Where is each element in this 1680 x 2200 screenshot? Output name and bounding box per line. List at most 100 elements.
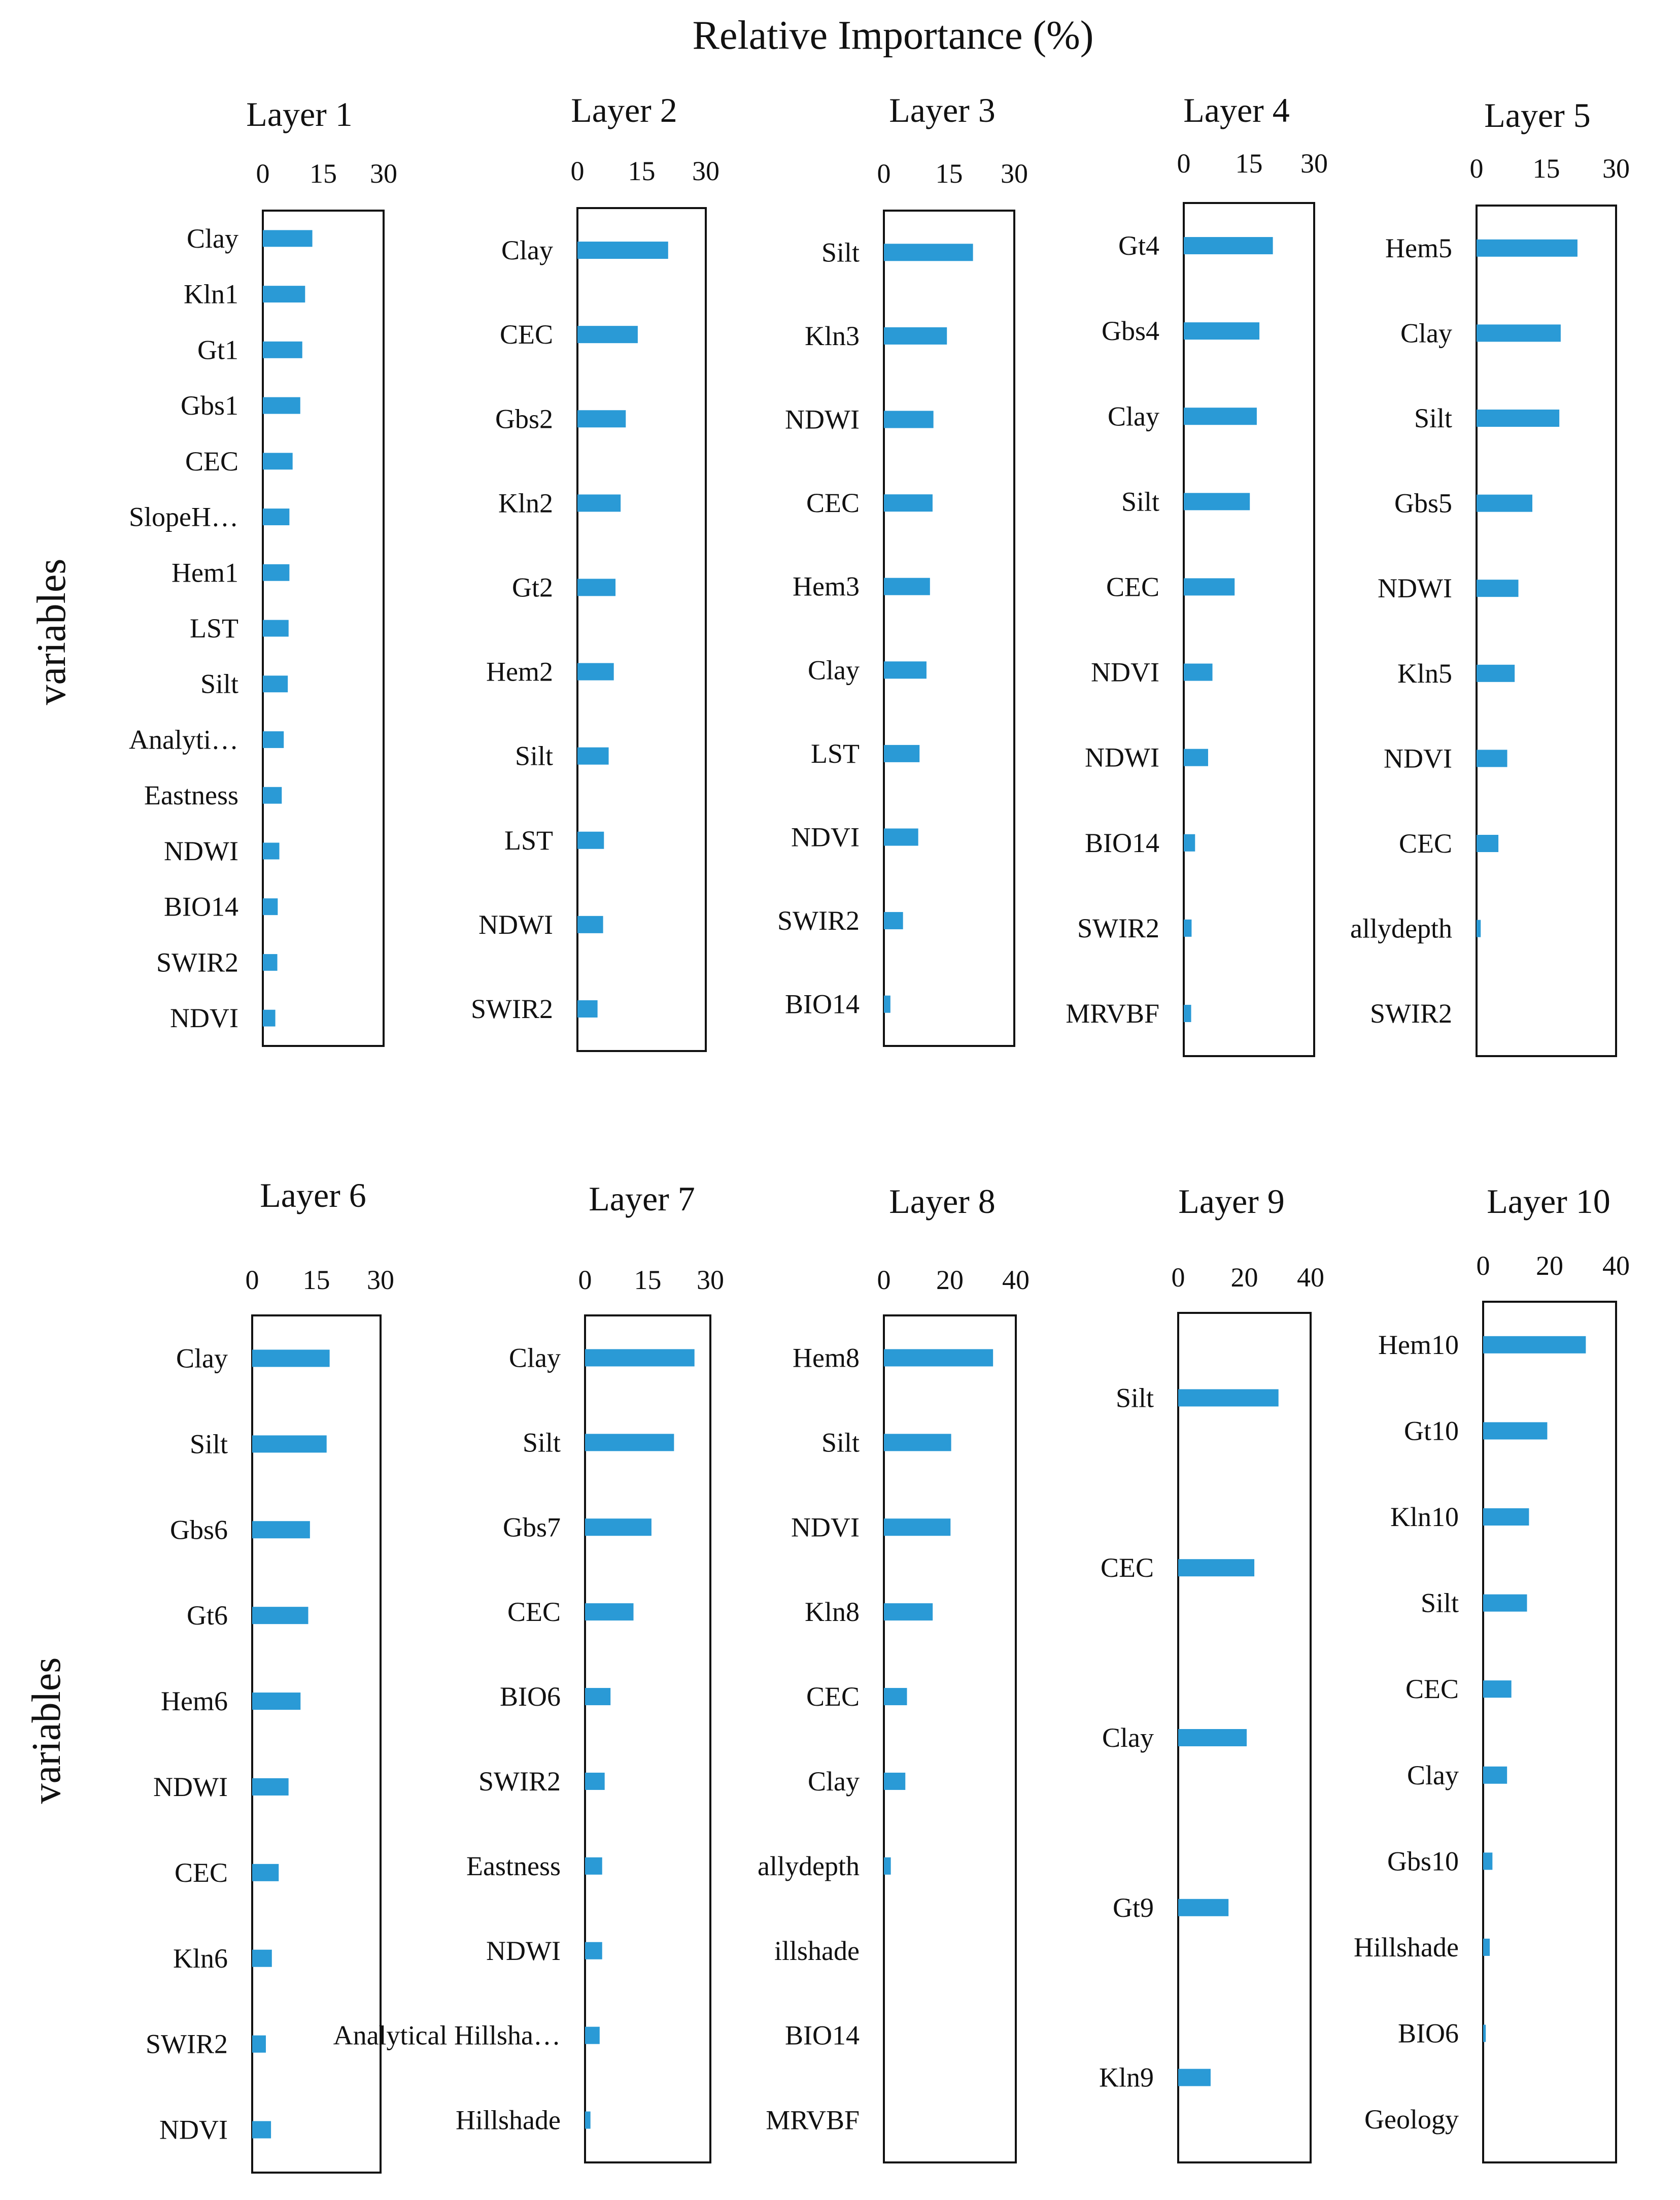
bar-kln1 — [263, 286, 305, 303]
bar-gt1 — [263, 341, 302, 358]
category-label: NDVI — [791, 822, 860, 853]
panels-group: Layer 10 15 30ClayKln1Gt1Gbs1CECSlopeH…Hem… — [129, 91, 1630, 2174]
panel-title: Layer 2 — [571, 91, 677, 129]
bar-cec — [1178, 1559, 1255, 1577]
category-label: allydepth — [1350, 913, 1452, 944]
bar-lst — [263, 620, 289, 637]
category-label: Silt — [1116, 1382, 1154, 1413]
bar-gbs1 — [263, 397, 300, 414]
category-label: CEC — [1106, 571, 1159, 602]
category-label: Hillshade — [1354, 1932, 1459, 1962]
category-label: Silt — [190, 1429, 228, 1459]
x-tick-label: 15 — [1236, 148, 1263, 179]
x-tick-label: 0 — [1477, 1250, 1490, 1281]
category-label: MRVBF — [766, 2105, 860, 2136]
category-label: Kln1 — [184, 279, 238, 310]
bar-eastness — [585, 1857, 602, 1875]
bar-hem5 — [1477, 239, 1578, 257]
category-label: CEC — [1405, 1674, 1459, 1704]
plot-frame — [576, 207, 707, 1052]
category-label: SWIR2 — [1077, 913, 1159, 943]
category-label: CEC — [806, 1681, 860, 1712]
bar-ndwi — [585, 1942, 602, 1959]
category-label: CEC — [1101, 1552, 1154, 1583]
category-label: NDWI — [486, 1936, 561, 1966]
bar-swir2 — [884, 912, 903, 930]
category-label: CEC — [806, 488, 860, 518]
x-tick-label: 0 — [1470, 153, 1484, 184]
bar-analytical-hillsha- — [585, 2026, 600, 2044]
category-label: Clay — [1407, 1760, 1459, 1790]
x-tick-label: 30 — [1300, 148, 1328, 179]
bar-clay — [884, 661, 927, 679]
x-tick-label: 0 — [571, 156, 585, 186]
category-label: Gbs7 — [503, 1512, 561, 1542]
category-label: Analyti… — [129, 724, 238, 755]
category-label: CEC — [500, 319, 553, 350]
category-label: CEC — [185, 446, 238, 477]
panel-layer-5: Layer 50 15 30 Hem5 Clay Silt Gbs5 NDWI Kln5 NDVI… — [1350, 96, 1630, 1057]
category-label: SWIR2 — [478, 1766, 561, 1797]
x-tick-label: 30 — [1602, 153, 1630, 184]
plot-frame — [1476, 205, 1617, 1057]
category-label: SWIR2 — [777, 905, 860, 936]
category-label: Silt — [1421, 1588, 1459, 1618]
bar-ndvi — [1477, 750, 1507, 767]
category-label: NDVI — [159, 2115, 228, 2145]
bar-clay — [1477, 324, 1561, 342]
plot-frame — [883, 1314, 1017, 2163]
panel-layer-2: Layer 2 0 15 30 Clay CEC Gbs2 Kln2 Gt2 Hem2 Silt LS… — [471, 91, 719, 1052]
x-tick-label: 15 — [310, 158, 337, 189]
bar-ndvi — [884, 828, 918, 846]
panel-layer-4: Layer 4 0 15 30 Gt4 Gbs4 Clay Silt CEC NDVI NDWI BI… — [1066, 91, 1328, 1057]
bar-ndwi — [1477, 580, 1519, 597]
category-label: Kln8 — [805, 1597, 860, 1627]
bar-kln5 — [1477, 664, 1515, 682]
bar-ndvi — [252, 2121, 271, 2139]
bar-silt — [1178, 1389, 1279, 1407]
panel-layer-9: Layer 9 0 20 40 Silt CEC Clay Gt9 Kln9 — [1099, 1182, 1324, 2163]
bar-gbs5 — [1477, 494, 1532, 512]
x-tick-label: 40 — [1602, 1250, 1630, 1281]
category-label: SWIR2 — [156, 947, 238, 977]
bar-eastness — [263, 787, 282, 804]
bar-gbs7 — [585, 1518, 652, 1536]
category-label: Kln3 — [805, 321, 860, 351]
category-label: Eastness — [466, 1851, 561, 1881]
category-label: Clay — [1102, 1722, 1154, 1753]
category-label: Silt — [821, 1427, 860, 1458]
bar-swir2 — [263, 954, 278, 971]
panel-title: Layer 1 — [246, 95, 353, 133]
panel-title: Layer 10 — [1487, 1182, 1610, 1221]
bar-clay — [1178, 1729, 1247, 1746]
category-label: NDWI — [1378, 573, 1452, 603]
bar-ndvi — [884, 1518, 951, 1536]
category-label: Gt6 — [187, 1600, 228, 1631]
category-label: Gbs1 — [181, 390, 238, 421]
panel-layer-3: Layer 3 0 15 30 Silt Kln3 NDWI CEC Hem3 Clay LST ND… — [777, 91, 1028, 1047]
bar-ndwi — [1184, 749, 1208, 766]
category-label: CEC — [507, 1597, 561, 1627]
category-label: Hem6 — [161, 1686, 228, 1716]
category-label: SWIR2 — [471, 994, 553, 1024]
bar-gt2 — [577, 579, 616, 596]
bar-cec — [884, 1688, 907, 1706]
bar-slopeh- — [263, 509, 290, 525]
bar-clay — [252, 1349, 330, 1367]
category-label: BIO6 — [500, 1681, 561, 1712]
category-label: Hem8 — [793, 1342, 860, 1373]
bar-gt4 — [1184, 237, 1273, 255]
x-tick-label: 40 — [1297, 1262, 1324, 1293]
x-tick-label: 30 — [692, 156, 719, 186]
category-label: Clay — [808, 1766, 860, 1797]
category-label: Hem5 — [1385, 233, 1452, 263]
x-tick-label: 40 — [1002, 1265, 1030, 1295]
panel-title: Layer 4 — [1183, 91, 1290, 129]
x-tick-label: 30 — [697, 1265, 724, 1295]
plot-frame — [584, 1314, 711, 2163]
bar-gt10 — [1483, 1422, 1548, 1440]
category-label: Gt2 — [512, 572, 553, 602]
bar-silt — [577, 747, 609, 765]
category-label: LST — [190, 613, 238, 644]
